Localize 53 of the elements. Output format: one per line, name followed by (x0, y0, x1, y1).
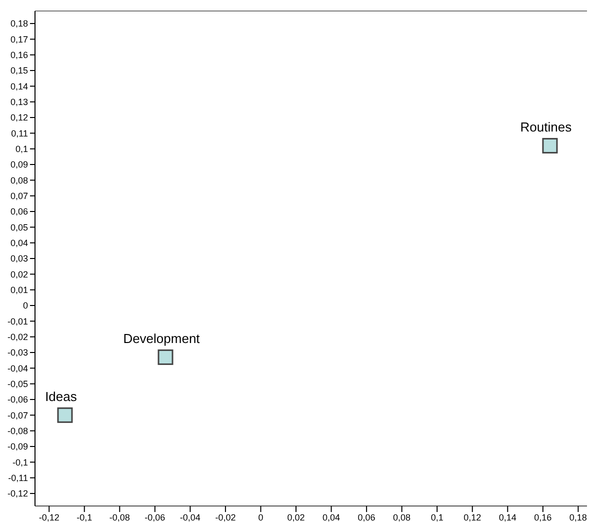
x-tick-label: 0,1 (430, 512, 444, 522)
y-tick-label: -0,05 (7, 379, 28, 390)
x-tick-label: -0,08 (109, 512, 130, 522)
y-tick-label: 0,18 (10, 18, 28, 29)
y-tick-label: -0,08 (7, 426, 28, 436)
y-tick-label: 0,14 (10, 81, 28, 92)
y-tick-label: 0,08 (10, 175, 28, 186)
y-tick-label: 0,13 (10, 97, 28, 108)
x-tick-label: 0,08 (393, 512, 411, 522)
y-tick-label: 0,16 (10, 50, 28, 60)
x-tick-label: 0,18 (569, 512, 587, 522)
y-tick-label: -0,12 (7, 488, 28, 499)
y-tick-label: 0,11 (11, 128, 28, 138)
x-tick-label: 0 (258, 512, 264, 522)
x-tick-label: -0,1 (76, 512, 92, 522)
y-tick-label: 0,02 (10, 269, 28, 280)
y-tick-label: -0,11 (8, 473, 28, 483)
y-tick-label: -0,02 (7, 332, 28, 342)
y-tick-label: -0,1 (12, 457, 28, 468)
y-tick-label: 0 (22, 300, 28, 311)
y-tick-label: -0,07 (7, 410, 28, 420)
y-tick-label: 0,1 (15, 144, 28, 154)
annotation: Ideas (45, 389, 78, 404)
x-tick-label: 0,02 (287, 512, 305, 522)
y-tick-label: 0,09 (10, 160, 28, 170)
x-tick-label: 0,06 (358, 512, 376, 522)
y-tick-label: 0,17 (10, 34, 28, 44)
y-tick-label: 0,12 (10, 112, 28, 123)
x-tick-label: -0,12 (38, 512, 60, 522)
y-tick-label: 0,15 (10, 66, 28, 76)
y-tick-label: -0,06 (7, 394, 28, 405)
x-tick-label: -0,06 (144, 512, 166, 522)
annotation: Routines (520, 120, 572, 135)
y-tick-label: -0,04 (7, 363, 28, 374)
y-tick-label: 0,03 (10, 254, 28, 264)
annotation: Development (123, 331, 200, 346)
y-tick-label: -0,09 (7, 442, 28, 452)
x-tick-label: 0,16 (534, 512, 552, 522)
y-tick-label: -0,03 (7, 348, 28, 358)
point (57, 407, 73, 423)
x-tick-label: 0,14 (498, 512, 516, 522)
x-tick-label: -0,02 (215, 512, 236, 522)
x-tick-label: 0,04 (322, 512, 340, 522)
y-tick-label: 0,01 (10, 285, 28, 296)
y-tick-label: 0,04 (10, 238, 28, 248)
y-tick-label: 0,05 (10, 222, 28, 232)
x-tick-label: 0,12 (464, 512, 482, 522)
y-tick-label: 0,07 (10, 191, 28, 202)
y-tick-label: 0,06 (10, 206, 28, 217)
point (158, 349, 174, 365)
point (542, 138, 558, 154)
y-tick-label: -0,01 (7, 316, 28, 326)
x-tick-label: -0,04 (180, 512, 200, 522)
